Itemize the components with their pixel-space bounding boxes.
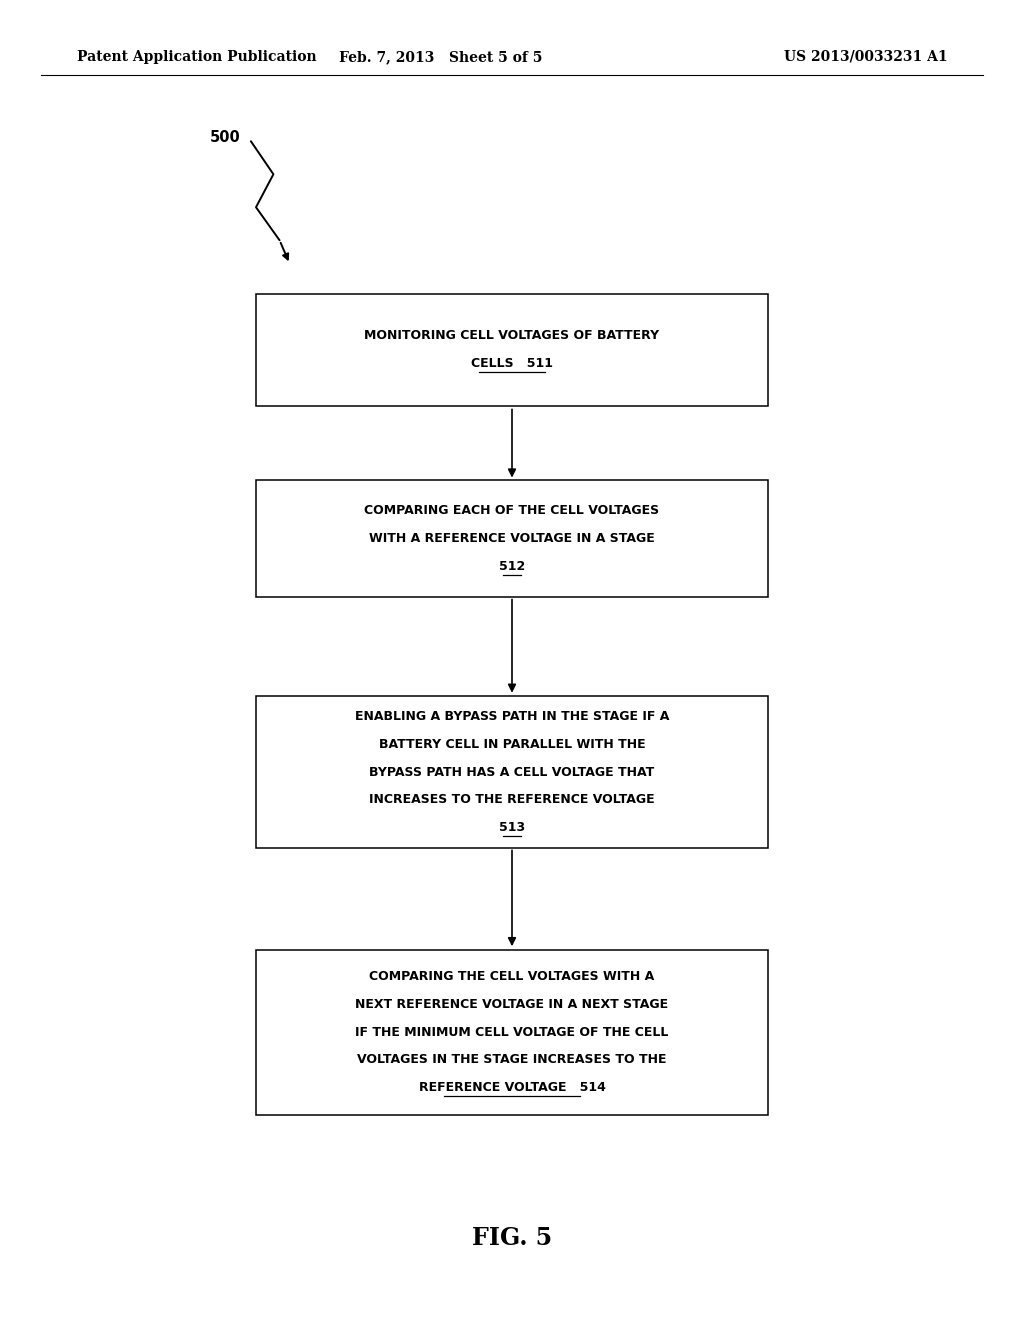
Text: BYPASS PATH HAS A CELL VOLTAGE THAT: BYPASS PATH HAS A CELL VOLTAGE THAT	[370, 766, 654, 779]
Text: WITH A REFERENCE VOLTAGE IN A STAGE: WITH A REFERENCE VOLTAGE IN A STAGE	[369, 532, 655, 545]
Text: FIG. 5: FIG. 5	[472, 1226, 552, 1250]
Text: COMPARING THE CELL VOLTAGES WITH A: COMPARING THE CELL VOLTAGES WITH A	[370, 970, 654, 983]
Text: 500: 500	[210, 129, 241, 145]
Text: Feb. 7, 2013   Sheet 5 of 5: Feb. 7, 2013 Sheet 5 of 5	[339, 50, 542, 63]
Text: Patent Application Publication: Patent Application Publication	[77, 50, 316, 63]
FancyBboxPatch shape	[256, 950, 768, 1114]
Text: 513: 513	[499, 821, 525, 834]
Text: REFERENCE VOLTAGE   514: REFERENCE VOLTAGE 514	[419, 1081, 605, 1094]
Text: US 2013/0033231 A1: US 2013/0033231 A1	[783, 50, 947, 63]
Text: COMPARING EACH OF THE CELL VOLTAGES: COMPARING EACH OF THE CELL VOLTAGES	[365, 504, 659, 517]
FancyBboxPatch shape	[256, 294, 768, 407]
Text: MONITORING CELL VOLTAGES OF BATTERY: MONITORING CELL VOLTAGES OF BATTERY	[365, 330, 659, 342]
Text: NEXT REFERENCE VOLTAGE IN A NEXT STAGE: NEXT REFERENCE VOLTAGE IN A NEXT STAGE	[355, 998, 669, 1011]
Text: IF THE MINIMUM CELL VOLTAGE OF THE CELL: IF THE MINIMUM CELL VOLTAGE OF THE CELL	[355, 1026, 669, 1039]
Text: INCREASES TO THE REFERENCE VOLTAGE: INCREASES TO THE REFERENCE VOLTAGE	[370, 793, 654, 807]
FancyBboxPatch shape	[256, 697, 768, 849]
Text: ENABLING A BYPASS PATH IN THE STAGE IF A: ENABLING A BYPASS PATH IN THE STAGE IF A	[354, 710, 670, 723]
Text: CELLS   511: CELLS 511	[471, 358, 553, 370]
FancyBboxPatch shape	[256, 480, 768, 597]
Text: BATTERY CELL IN PARALLEL WITH THE: BATTERY CELL IN PARALLEL WITH THE	[379, 738, 645, 751]
Text: 512: 512	[499, 560, 525, 573]
Text: VOLTAGES IN THE STAGE INCREASES TO THE: VOLTAGES IN THE STAGE INCREASES TO THE	[357, 1053, 667, 1067]
